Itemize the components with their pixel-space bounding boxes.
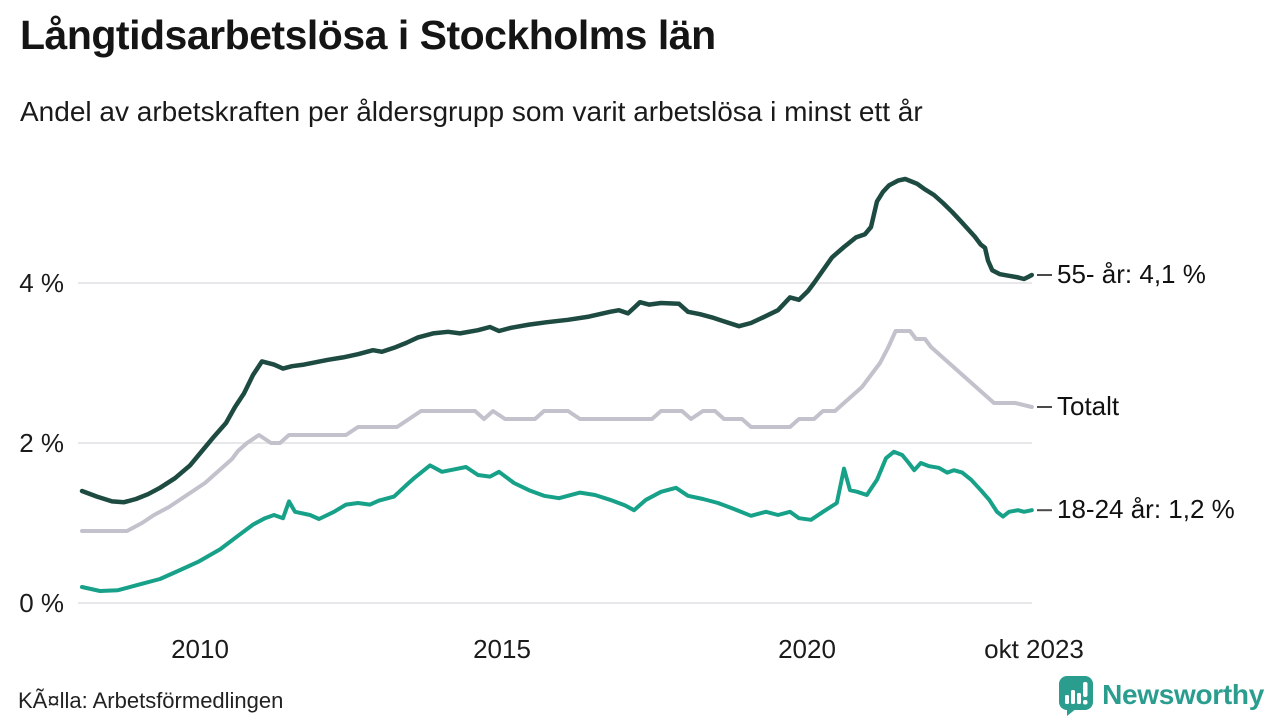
newsworthy-logo: Newsworthy <box>1057 674 1264 716</box>
y-tick-0: 0 % <box>19 588 64 618</box>
newsworthy-icon <box>1059 676 1094 716</box>
gridlines <box>78 282 1032 604</box>
source-text: KÃ¤lla: Arbetsförmedlingen <box>18 688 284 713</box>
x-tick-2015: 2015 <box>473 634 531 664</box>
series-label-55: 55- år: 4,1 % <box>1057 259 1206 289</box>
y-tick-4: 4 % <box>19 268 64 298</box>
series-line-55 <box>79 176 1035 505</box>
label-connectors <box>1037 274 1052 512</box>
x-tick-okt-2023: okt 2023 <box>984 634 1084 664</box>
page-title: Långtidsarbetslösa i Stockholms län <box>20 12 716 58</box>
x-tick-2020: 2020 <box>778 634 836 664</box>
series-lines <box>79 176 1035 593</box>
series-label-18-24: 18-24 år: 1,2 % <box>1057 494 1235 525</box>
y-tick-2: 2 % <box>19 428 64 458</box>
series-label-totalt: Totalt <box>1057 391 1120 421</box>
newsworthy-wordmark: Newsworthy <box>1102 679 1264 710</box>
x-tick-2010: 2010 <box>171 634 229 664</box>
series-line-18-24 <box>80 449 1034 593</box>
page-subtitle: Andel av arbetskraften per åldersgrupp s… <box>20 96 923 127</box>
series-line-totalt <box>80 329 1034 533</box>
